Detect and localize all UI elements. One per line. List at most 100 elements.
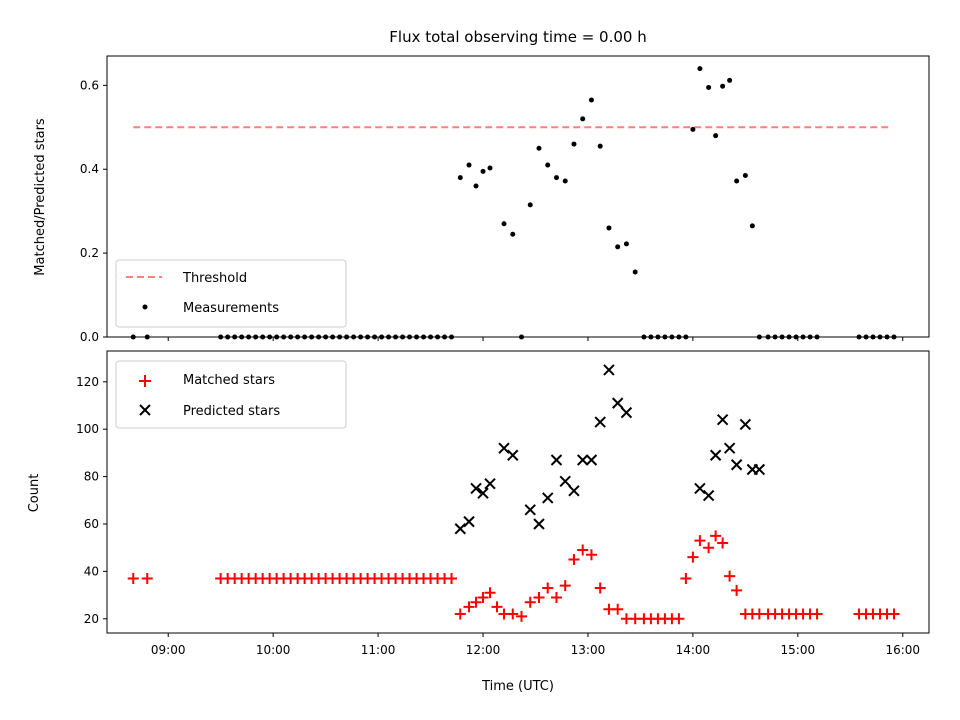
bottom-plot-area xyxy=(127,364,900,625)
bottom-y-tick-label: 20 xyxy=(84,612,99,626)
matched-star-point xyxy=(687,551,699,563)
matched-star-point xyxy=(477,591,489,603)
predicted-star-point xyxy=(716,414,729,426)
predicted-star-point xyxy=(594,416,606,428)
x-axis-label: Time (UTC) xyxy=(481,679,554,694)
measurement-point xyxy=(749,223,755,229)
predicted-star-point xyxy=(550,454,563,466)
legend-measurements-label: Measurements xyxy=(183,301,279,316)
measurement-point xyxy=(623,241,629,247)
x-tick-label: 16:00 xyxy=(885,643,920,657)
matched-star-point xyxy=(470,596,482,608)
matched-star-point xyxy=(731,584,743,596)
matched-star-point xyxy=(127,572,139,584)
matched-star-point xyxy=(446,572,458,584)
x-tick-label: 14:00 xyxy=(676,643,711,657)
predicted-star-point xyxy=(753,463,766,476)
top-y-tick-label: 0.6 xyxy=(80,78,99,92)
legend-predicted-label: Predicted stars xyxy=(183,404,280,419)
matched-star-point xyxy=(463,601,475,613)
matched-star-point xyxy=(559,580,571,592)
bottom-y-axis-label: Count xyxy=(27,474,42,513)
predicted-star-point xyxy=(702,489,715,502)
bottom-y-tick-label: 60 xyxy=(84,517,99,531)
matched-star-point xyxy=(484,587,496,599)
bottom-axes-frame xyxy=(106,350,930,634)
legend-predicted-swatch xyxy=(139,404,151,416)
matched-star-point xyxy=(811,608,823,620)
matched-star-point xyxy=(612,603,624,615)
matched-star-point xyxy=(717,537,729,549)
bottom-y-tick-label: 100 xyxy=(76,422,99,436)
measurement-point xyxy=(706,84,712,90)
top-axes-frame xyxy=(106,55,930,338)
measurement-point xyxy=(734,178,740,184)
matched-star-point xyxy=(491,601,503,613)
predicted-star-point xyxy=(559,475,571,488)
predicted-star-point xyxy=(533,518,545,530)
measurement-point xyxy=(527,202,533,208)
measurement-point xyxy=(553,175,559,181)
matched-star-point xyxy=(673,613,685,625)
top-y-axis-label: Matched/Predicted stars xyxy=(33,118,48,276)
predicted-star-point xyxy=(454,523,466,535)
legend-measurements-swatch xyxy=(142,304,148,310)
measurement-point xyxy=(597,143,603,149)
matched-star-point xyxy=(680,572,692,584)
measurement-point xyxy=(727,77,733,83)
measurement-point xyxy=(697,66,703,72)
top-legend-box xyxy=(115,259,347,328)
measurement-point xyxy=(536,145,542,151)
legend-matched-label: Matched stars xyxy=(183,373,275,388)
predicted-star-point xyxy=(507,449,519,461)
measurement-point xyxy=(480,168,486,174)
predicted-star-point xyxy=(463,515,475,528)
measurement-point xyxy=(571,141,577,147)
measurement-point xyxy=(501,221,507,227)
top-legend: Threshold Measurements xyxy=(115,259,347,328)
measurement-point xyxy=(606,225,612,231)
measurement-point xyxy=(713,133,719,139)
matched-star-point xyxy=(507,608,519,620)
predicted-star-point xyxy=(477,487,489,499)
top-chart-title: Flux total observing time = 0.00 h xyxy=(389,28,646,46)
x-tick-label: 15:00 xyxy=(781,643,816,657)
legend-matched-swatch xyxy=(139,375,151,387)
measurement-point xyxy=(580,116,586,122)
predicted-star-point xyxy=(484,477,496,490)
predicted-star-point xyxy=(709,449,722,461)
matched-star-point xyxy=(454,608,466,620)
measurement-point xyxy=(720,83,726,89)
predicted-star-point xyxy=(498,442,510,454)
matched-star-point xyxy=(585,549,597,561)
bottom-legend-box xyxy=(115,360,347,429)
predicted-star-point xyxy=(611,397,624,409)
measurement-point xyxy=(690,126,696,132)
predicted-star-point xyxy=(620,406,633,419)
x-tick-label: 11:00 xyxy=(361,643,396,657)
measurement-point xyxy=(473,183,479,189)
matched-star-point xyxy=(533,591,545,603)
predicted-star-point xyxy=(568,485,580,497)
measurement-point xyxy=(510,231,516,237)
matched-star-point xyxy=(550,591,562,603)
measurement-point xyxy=(487,165,493,171)
x-tick-label: 09:00 xyxy=(151,643,186,657)
matched-star-point xyxy=(577,544,589,556)
x-tick-label: 10:00 xyxy=(256,643,291,657)
measurement-point xyxy=(457,175,463,181)
matched-star-point xyxy=(568,554,580,566)
measurement-point xyxy=(466,162,472,168)
bottom-y-tick-label: 120 xyxy=(76,375,99,389)
matched-star-point xyxy=(694,535,706,547)
matched-star-point xyxy=(710,530,722,542)
predicted-star-point xyxy=(603,364,615,376)
matched-star-point xyxy=(515,610,527,622)
matched-star-point xyxy=(888,608,900,620)
x-tick-label: 13:00 xyxy=(571,643,606,657)
top-y-tick-label: 0.4 xyxy=(80,162,99,176)
measurement-point xyxy=(615,244,621,250)
legend-threshold-label: Threshold xyxy=(182,271,247,286)
